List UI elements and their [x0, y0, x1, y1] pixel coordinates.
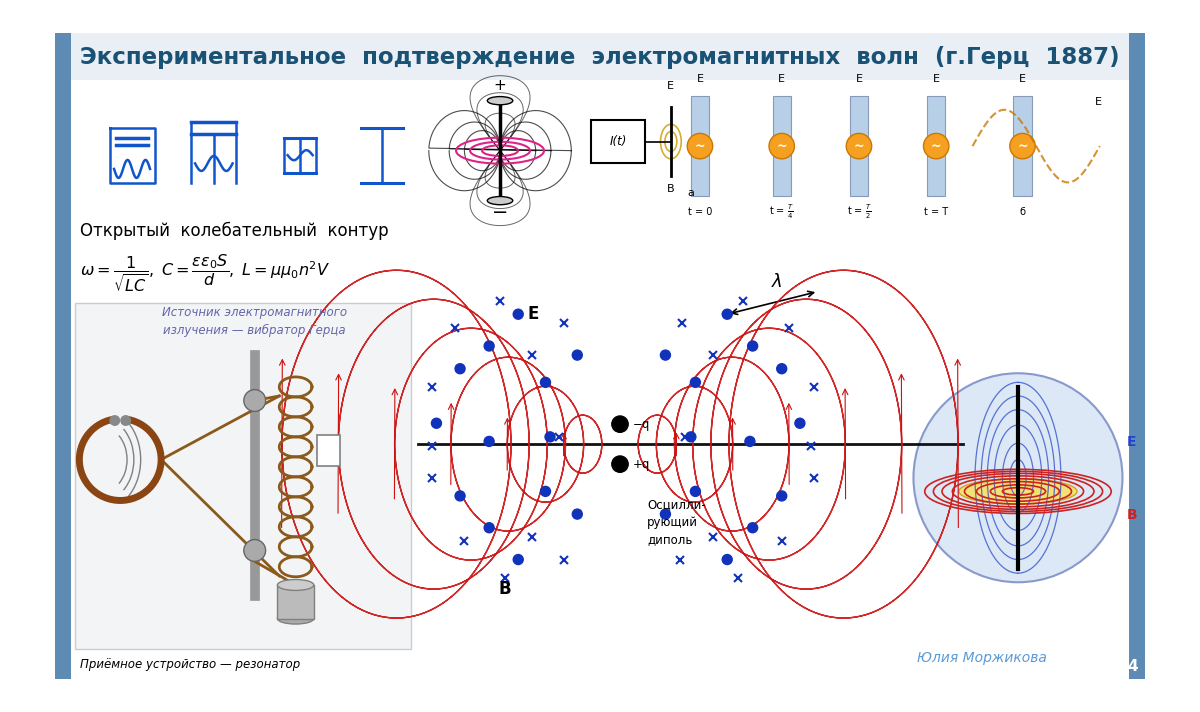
Bar: [113, 412, 127, 426]
Text: Юлия Моржикова: Юлия Моржикова: [917, 651, 1046, 665]
Circle shape: [748, 523, 757, 533]
Circle shape: [846, 133, 871, 159]
Text: ~: ~: [776, 140, 787, 152]
Circle shape: [690, 377, 701, 387]
Text: E: E: [856, 75, 863, 85]
Circle shape: [690, 486, 701, 496]
Text: E: E: [1019, 75, 1026, 85]
Text: 4: 4: [1127, 659, 1138, 674]
Circle shape: [612, 416, 628, 432]
Circle shape: [745, 436, 755, 446]
Ellipse shape: [487, 197, 512, 205]
Text: t = T: t = T: [924, 206, 948, 216]
Bar: [277, 585, 313, 619]
Text: ~: ~: [1018, 140, 1028, 152]
Text: б: б: [1020, 206, 1026, 216]
Text: +: +: [493, 78, 506, 93]
Circle shape: [244, 540, 265, 561]
Circle shape: [688, 133, 713, 159]
Text: Экспериментальное  подтверждение  электромагнитных  волн  (г.Герц  1887): Экспериментальное подтверждение электром…: [80, 46, 1120, 70]
Circle shape: [769, 133, 794, 159]
Text: $\omega = \dfrac{1}{\sqrt{LC}},\; C = \dfrac{\varepsilon\varepsilon_0 S}{d},\; L: $\omega = \dfrac{1}{\sqrt{LC}},\; C = \d…: [80, 253, 331, 294]
FancyBboxPatch shape: [590, 120, 646, 163]
Text: E: E: [1096, 98, 1103, 108]
Text: t = 0: t = 0: [688, 206, 712, 216]
Circle shape: [722, 555, 732, 565]
Bar: [928, 96, 946, 196]
Circle shape: [660, 509, 671, 519]
Circle shape: [514, 309, 523, 319]
Text: E: E: [527, 305, 539, 323]
Circle shape: [120, 415, 131, 426]
Bar: [71, 33, 1129, 80]
Text: E: E: [779, 75, 785, 85]
Text: +q: +q: [632, 458, 650, 471]
Circle shape: [722, 309, 732, 319]
Circle shape: [660, 350, 671, 360]
Circle shape: [913, 373, 1122, 582]
Text: I(t): I(t): [610, 135, 626, 148]
Circle shape: [776, 491, 787, 501]
Bar: [74, 303, 412, 649]
Circle shape: [545, 432, 556, 442]
Text: E: E: [696, 75, 703, 85]
Ellipse shape: [487, 97, 512, 105]
Bar: [773, 96, 791, 196]
Circle shape: [514, 555, 523, 565]
Text: ~: ~: [695, 140, 706, 152]
Circle shape: [455, 491, 466, 501]
FancyBboxPatch shape: [317, 435, 340, 466]
Bar: [850, 96, 868, 196]
Text: ~: ~: [931, 140, 942, 152]
Text: t = $\frac{T}{4}$: t = $\frac{T}{4}$: [769, 202, 794, 221]
Bar: [55, 33, 71, 679]
Circle shape: [686, 432, 696, 442]
Circle shape: [612, 456, 628, 472]
Circle shape: [794, 418, 805, 428]
Text: λ: λ: [772, 273, 782, 291]
Circle shape: [776, 364, 787, 374]
Circle shape: [572, 509, 582, 519]
Circle shape: [924, 133, 949, 159]
Circle shape: [432, 418, 442, 428]
Text: B: B: [667, 184, 674, 194]
Circle shape: [455, 364, 466, 374]
Circle shape: [484, 436, 494, 446]
Text: B: B: [1127, 508, 1138, 522]
Circle shape: [540, 377, 551, 387]
Circle shape: [748, 341, 757, 351]
Ellipse shape: [959, 478, 1078, 504]
Text: Открытый  колебательный  контур: Открытый колебательный контур: [80, 221, 389, 240]
Circle shape: [540, 486, 551, 496]
Text: t = $\frac{T}{2}$: t = $\frac{T}{2}$: [846, 202, 871, 221]
Ellipse shape: [277, 580, 313, 590]
Ellipse shape: [277, 613, 313, 624]
Text: E: E: [667, 81, 674, 91]
Circle shape: [484, 341, 494, 351]
Text: Осцилли-
рующий
диполь: Осцилли- рующий диполь: [647, 498, 706, 545]
Bar: [691, 96, 709, 196]
Text: B: B: [498, 580, 511, 598]
Bar: [1014, 96, 1032, 196]
Circle shape: [572, 350, 582, 360]
Text: Источник электромагнитного
излучения — вибратор Герца: Источник электромагнитного излучения — в…: [162, 306, 347, 337]
Circle shape: [244, 389, 265, 412]
Text: Приёмное устройство — резонатор: Приёмное устройство — резонатор: [80, 657, 300, 671]
Circle shape: [484, 523, 494, 533]
Text: −: −: [492, 203, 509, 222]
Text: a: a: [688, 188, 695, 198]
Circle shape: [109, 415, 120, 426]
Text: E: E: [1127, 435, 1136, 449]
Circle shape: [1009, 133, 1036, 159]
Text: −q: −q: [632, 418, 650, 431]
Text: ~: ~: [853, 140, 864, 152]
Text: E: E: [932, 75, 940, 85]
Bar: [1129, 33, 1145, 679]
